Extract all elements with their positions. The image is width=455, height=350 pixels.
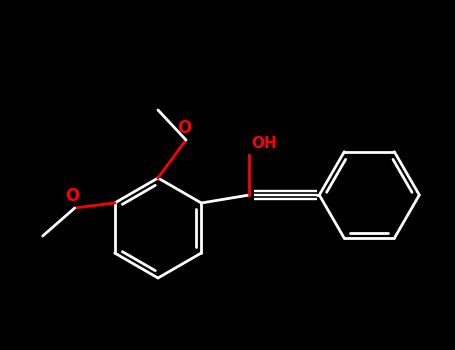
Text: O: O	[66, 187, 80, 205]
Text: O: O	[177, 119, 191, 137]
Text: OH: OH	[251, 136, 277, 151]
